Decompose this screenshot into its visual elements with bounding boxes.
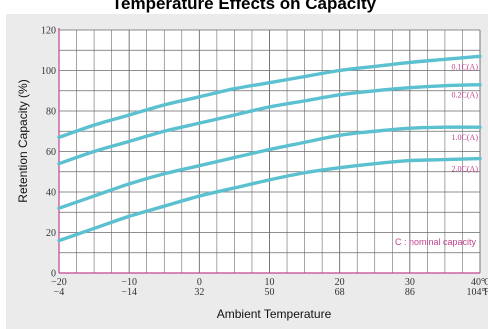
x-tick-sublabel: 104° — [467, 287, 486, 298]
x-tick-label: 30 — [405, 277, 415, 288]
x-tick-sublabel: 68 — [335, 287, 345, 298]
x-tick-label: 10 — [265, 277, 275, 288]
y-tick-label: 80 — [46, 107, 56, 118]
series-label-3: 1.0C(A) — [452, 133, 479, 142]
x-tick-sublabel: −14 — [121, 287, 137, 298]
y-tick-label: 0 — [51, 269, 56, 280]
x-tick-label: −10 — [121, 277, 137, 288]
x-tick-label: 40° — [471, 277, 485, 288]
series-group — [57, 54, 482, 243]
x-tick-sublabel: 32 — [194, 287, 204, 298]
labels-group: 0.1C(A) 0.2C(A) 1.0C(A) 2.0C(A) — [452, 62, 479, 173]
y-tick-label: 100 — [41, 66, 56, 77]
x-unit-celsius: C — [484, 277, 488, 288]
x-tick-sublabel: 86 — [405, 287, 415, 298]
x-tick-sublabel: −4 — [54, 287, 65, 298]
series-line-1 — [57, 54, 482, 140]
series-line-3 — [57, 125, 482, 210]
series-label-1: 0.1C(A) — [452, 62, 479, 71]
y-axis-label: Retention Capacity (%) — [16, 79, 30, 202]
x-unit-fahrenheit: F — [484, 287, 488, 298]
axes: 020406080100120−20−4−10−1403210502068308… — [41, 26, 488, 299]
series-line-2 — [57, 82, 482, 166]
y-tick-label: 120 — [41, 26, 56, 37]
y-tick-label: 20 — [46, 228, 56, 239]
nominal-capacity-note: C : nominal capacity — [395, 237, 477, 247]
series-label-4: 2.0C(A) — [452, 165, 479, 174]
x-tick-label: 0 — [197, 277, 202, 288]
x-axis-label: Ambient Temperature — [217, 307, 332, 321]
x-tick-label: −20 — [51, 277, 67, 288]
series-label-2: 0.2C(A) — [452, 91, 479, 100]
x-tick-sublabel: 50 — [265, 287, 275, 298]
x-tick-label: 20 — [335, 277, 345, 288]
y-tick-label: 40 — [46, 188, 56, 199]
y-tick-label: 60 — [46, 147, 56, 158]
series-line-4 — [57, 156, 482, 243]
chart-title: Temperature Effects on Capacity — [112, 0, 377, 13]
grid — [58, 29, 481, 274]
